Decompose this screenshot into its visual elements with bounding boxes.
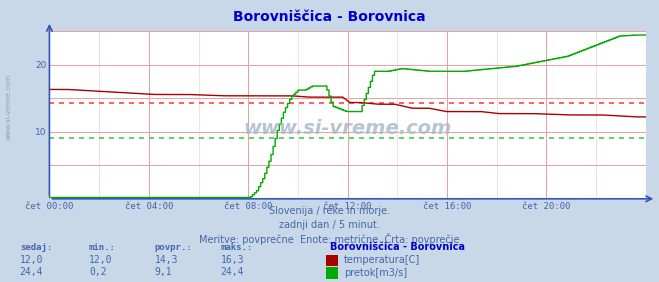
Text: temperatura[C]: temperatura[C]: [344, 255, 420, 265]
Text: sedaj:: sedaj:: [20, 243, 52, 252]
Text: Borovniščica - Borovnica: Borovniščica - Borovnica: [330, 242, 465, 252]
Text: 16,3: 16,3: [221, 255, 244, 265]
Text: zadnji dan / 5 minut.: zadnji dan / 5 minut.: [279, 220, 380, 230]
Text: 12,0: 12,0: [20, 255, 43, 265]
Text: Borovniščica - Borovnica: Borovniščica - Borovnica: [233, 10, 426, 24]
Text: Slovenija / reke in morje.: Slovenija / reke in morje.: [269, 206, 390, 216]
Text: 12,0: 12,0: [89, 255, 113, 265]
Text: pretok[m3/s]: pretok[m3/s]: [344, 268, 407, 278]
Text: min.:: min.:: [89, 243, 116, 252]
Text: 9,1: 9,1: [155, 267, 173, 277]
Text: 24,4: 24,4: [20, 267, 43, 277]
Text: maks.:: maks.:: [221, 243, 253, 252]
Text: 0,2: 0,2: [89, 267, 107, 277]
Text: 24,4: 24,4: [221, 267, 244, 277]
Text: Meritve: povprečne  Enote: metrične  Črta: povprečje: Meritve: povprečne Enote: metrične Črta:…: [199, 233, 460, 246]
Text: 14,3: 14,3: [155, 255, 179, 265]
Text: www.si-vreme.com: www.si-vreme.com: [243, 119, 452, 138]
Text: povpr.:: povpr.:: [155, 243, 192, 252]
Text: www.si-vreme.com: www.si-vreme.com: [5, 74, 11, 140]
